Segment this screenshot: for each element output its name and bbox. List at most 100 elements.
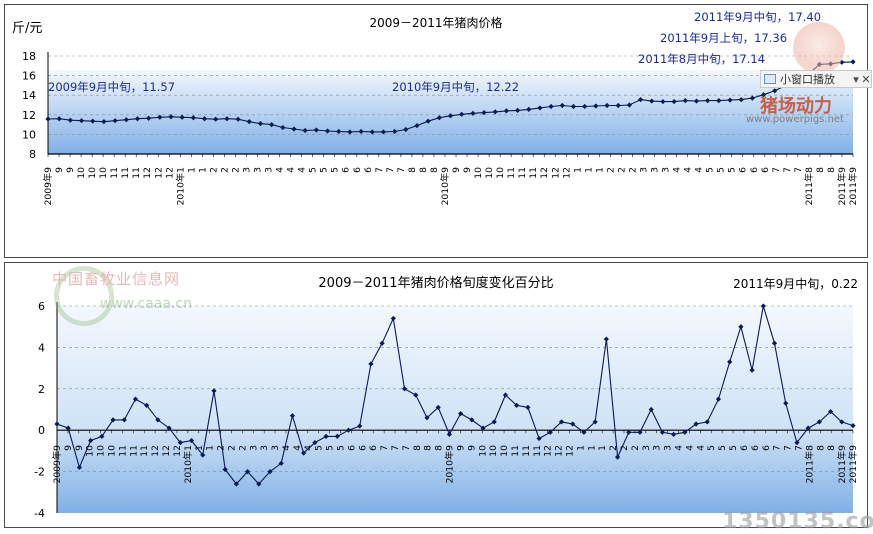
bot-data-point	[222, 466, 228, 473]
bottom-corner-label: 2011年9月中旬，0.22	[733, 276, 858, 291]
top-x-tick-label: 12	[164, 167, 175, 179]
bottom-site-watermark: 1350135.com	[722, 509, 873, 534]
top-x-tick-label: 2011年9	[836, 167, 848, 206]
top-data-point	[738, 97, 744, 103]
pig-site-url: www.powerpigs.net	[746, 114, 844, 125]
bot-data-point	[435, 404, 441, 411]
bot-x-tick-label: 4	[674, 445, 685, 451]
bot-x-tick-label: 9	[63, 445, 74, 451]
top-x-tick-label: 3	[264, 167, 275, 173]
bot-x-tick-label: 2010年1	[182, 445, 194, 483]
mini-window-popup[interactable]: 小窗口播放 ▾ ✕	[760, 70, 872, 88]
top-y-tick-label: 16	[22, 70, 36, 83]
top-x-tick-label: 10	[87, 167, 98, 179]
bot-x-tick-label: 4	[684, 445, 695, 451]
top-data-point	[369, 129, 375, 135]
bot-data-point	[413, 392, 419, 398]
bot-data-point	[805, 425, 811, 431]
top-data-point	[358, 128, 364, 135]
bot-x-tick-label: 8	[412, 445, 423, 451]
bot-x-tick-label: 7	[390, 445, 401, 451]
top-data-point	[157, 114, 163, 120]
bot-data-point	[110, 417, 116, 423]
bot-x-tick-label: 2009年9	[51, 445, 63, 484]
bot-data-point	[312, 440, 318, 446]
top-x-tick-label: 9	[462, 167, 473, 173]
bot-data-point	[132, 396, 139, 402]
bot-data-point	[244, 469, 251, 475]
top-data-point	[570, 103, 577, 110]
mini-window-play-label[interactable]: 小窗口播放	[780, 73, 835, 86]
annotation-2011-08-mid: 2011年8月中旬，17.14	[638, 52, 765, 66]
top-x-tick-label: 1	[583, 167, 594, 173]
bot-data-point	[693, 421, 699, 427]
bot-x-tick-label: 12	[564, 445, 575, 457]
top-x-tick-label: 1	[572, 167, 583, 173]
bot-data-point	[671, 431, 677, 437]
bot-x-tick-label: 12	[150, 445, 161, 457]
bot-data-point	[357, 423, 363, 429]
top-data-point	[123, 117, 129, 123]
top-x-tick-label: 4	[683, 167, 694, 173]
top-x-tick-label: 8	[407, 167, 418, 173]
top-x-tick-label: 10	[98, 167, 109, 179]
bot-x-tick-label: 8	[826, 445, 837, 451]
bot-x-tick-label: 3	[641, 445, 652, 451]
top-data-point	[447, 113, 454, 119]
top-x-tick-label: 12	[153, 167, 164, 179]
top-x-tick-label: 6	[738, 167, 749, 173]
top-data-point	[190, 115, 196, 121]
bot-data-point	[99, 433, 105, 440]
top-data-point	[45, 116, 51, 122]
top-x-tick-label: 3	[661, 167, 672, 173]
top-x-tick-label: 5	[308, 167, 319, 173]
top-y-axis-unit: 斤/元	[12, 21, 42, 36]
bot-data-point	[256, 481, 262, 487]
top-data-point	[403, 126, 409, 133]
top-data-point	[716, 97, 722, 104]
top-x-tick-label: 7	[385, 167, 396, 173]
bot-data-point	[401, 386, 408, 392]
bot-x-tick-label: 6	[761, 445, 772, 451]
bot-data-point	[458, 411, 464, 417]
top-data-point	[146, 115, 152, 121]
top-data-point	[503, 108, 510, 114]
bot-x-tick-label: 3	[259, 445, 270, 451]
bot-x-tick-label: 12	[554, 445, 565, 457]
top-x-tick-label: 9	[65, 167, 76, 173]
bot-data-point	[469, 417, 475, 423]
bot-x-tick-label: 8	[434, 445, 445, 451]
top-x-tick-label: 10	[76, 167, 87, 179]
bot-x-tick-label: 1	[575, 445, 586, 451]
pig-site-name: 猪场动力	[760, 96, 832, 117]
top-x-tick-label: 9	[451, 167, 462, 173]
top-x-tick-label: 7	[782, 167, 793, 173]
mini-window-close-icon[interactable]: ✕	[861, 72, 871, 86]
bot-data-point	[603, 336, 609, 342]
top-x-tick-label: 10	[495, 167, 506, 179]
top-y-tick-label: 8	[29, 148, 36, 161]
top-x-tick-label: 10	[473, 167, 484, 179]
bot-x-tick-label: 9	[466, 445, 477, 451]
bot-data-point	[749, 367, 755, 373]
top-data-point	[90, 118, 96, 124]
bot-data-point	[278, 460, 284, 466]
annotation-2010-09-mid: 2010年9月中旬，12.22	[392, 80, 519, 94]
top-data-point	[257, 121, 264, 127]
top-y-tick-label: 12	[22, 109, 36, 122]
top-x-tick-label: 9	[54, 167, 65, 173]
top-x-tick-label: 1	[594, 167, 605, 173]
top-data-point	[459, 111, 465, 117]
mini-window-dropdown-icon[interactable]: ▾	[853, 72, 859, 86]
bot-data-point	[839, 419, 845, 425]
top-x-tick-label: 8	[815, 167, 826, 173]
bot-x-tick-label: 12	[161, 445, 172, 457]
bot-x-tick-label: 12	[543, 445, 554, 457]
bot-x-tick-label: 6	[346, 445, 357, 451]
top-data-point	[615, 102, 621, 109]
top-x-tick-label: 7	[793, 167, 804, 173]
top-x-tick-label: 11	[506, 167, 517, 179]
bot-x-tick-label: 5	[717, 445, 728, 451]
bot-data-point	[166, 425, 172, 431]
bot-x-tick-label: 1	[194, 445, 205, 451]
